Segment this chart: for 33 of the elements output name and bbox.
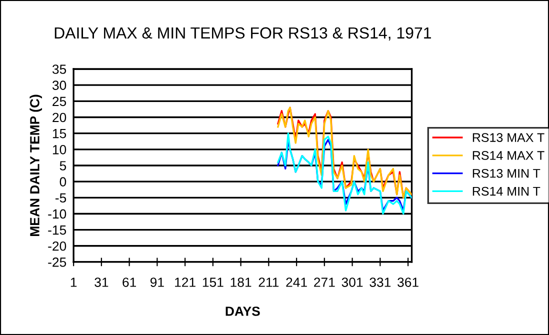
legend-label: RS13 MAX T [472, 133, 544, 142]
y-tick-label: 35 [52, 64, 66, 74]
x-tick-label: 1 [70, 278, 77, 287]
chart-title: DAILY MAX & MIN TEMPS FOR RS13 & RS14, 1971 [54, 27, 431, 40]
x-tick-label: 31 [94, 278, 108, 287]
y-tick-label: -5 [55, 193, 66, 203]
x-tick-label: 271 [314, 278, 335, 287]
x-tick-label: 121 [175, 278, 196, 287]
x-tick-label: 61 [122, 278, 136, 287]
y-tick-label: 0 [60, 177, 66, 186]
y-tick-label: 5 [60, 161, 66, 170]
y-tick-label: -10 [48, 209, 66, 219]
x-tick-label: 211 [258, 278, 279, 287]
x-tick-label: 181 [230, 278, 252, 287]
x-axis-title: DAYS [226, 306, 260, 316]
legend-label: RS13 MIN T [472, 168, 540, 178]
legend-label: RS14 MIN T [472, 186, 540, 196]
y-tick-label: 25 [52, 96, 66, 106]
x-tick-label: 151 [202, 278, 224, 287]
y-tick-label: 10 [52, 144, 66, 154]
x-tick-label: 331 [370, 278, 391, 287]
legend-label: RS14 MAX T [472, 151, 544, 160]
x-tick-label: 301 [342, 278, 363, 287]
y-tick-label: -15 [48, 226, 66, 235]
x-tick-label: 241 [286, 278, 307, 287]
x-tick-label: 91 [150, 278, 164, 287]
y-tick-label: -25 [48, 258, 66, 267]
y-tick-label: 20 [52, 112, 66, 122]
y-tick-label: 15 [52, 129, 66, 138]
y-tick-label: 30 [52, 80, 66, 90]
y-tick-label: -20 [48, 241, 66, 251]
y-axis-title: MEAN DAILY TEMP (C) [30, 94, 42, 236]
x-tick-label: 361 [398, 278, 418, 287]
